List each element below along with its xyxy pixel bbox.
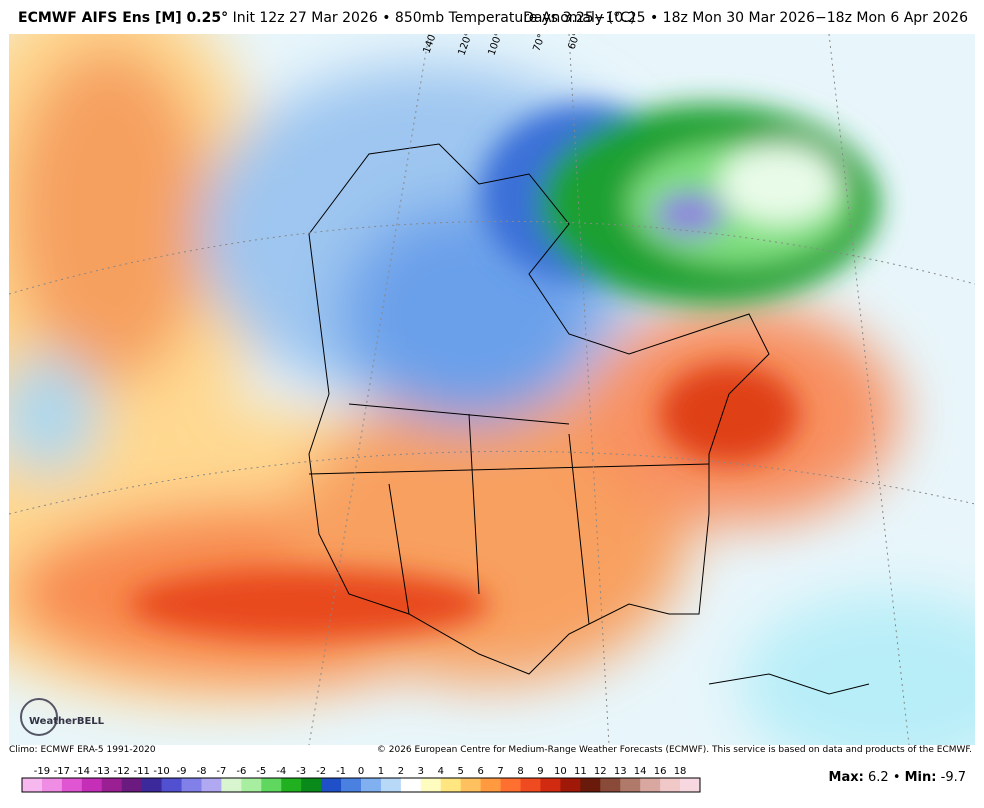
min-value: -9.7 xyxy=(940,770,966,785)
colorbar-label: 9 xyxy=(537,766,543,777)
colorbar-label: 0 xyxy=(358,766,364,777)
colorbar-border xyxy=(21,777,701,793)
colorbar-label: -14 xyxy=(74,766,90,777)
colorbar-label: -2 xyxy=(316,766,326,777)
colorbar-cell xyxy=(600,778,621,792)
colorbar-cell xyxy=(520,778,541,792)
colorbar-cell xyxy=(141,778,163,792)
colorbar-label: 1 xyxy=(378,766,384,777)
colorbar-cell xyxy=(380,778,402,792)
separator: • xyxy=(892,770,901,785)
colorbar-cell xyxy=(420,778,442,792)
colorbar-label: 11 xyxy=(574,766,587,777)
colorbar-label: 10 xyxy=(554,766,567,777)
climo-note: Climo: ECMWF ERA-5 1991-2020 xyxy=(9,745,156,755)
colorbar-cell xyxy=(201,778,222,792)
colorbar-cell xyxy=(400,778,422,792)
logo: WeatherBELL xyxy=(29,716,105,727)
colorbar-label: -17 xyxy=(54,766,70,777)
colorbar-label: 16 xyxy=(654,766,667,777)
colorbar-label: 2 xyxy=(398,766,404,777)
colorbar-label: 8 xyxy=(517,766,523,777)
colorbar-cell xyxy=(440,778,462,792)
colorbar-label: -9 xyxy=(177,766,187,777)
title: ECMWF AIFS Ens [M] 0.25° xyxy=(18,10,229,26)
colorbar-label: 4 xyxy=(438,766,444,777)
colorbar-label: 14 xyxy=(634,766,647,777)
colorbar-cell xyxy=(261,778,282,792)
colorbar-cell xyxy=(221,778,242,792)
colorbar-label: -4 xyxy=(276,766,286,777)
colorbar-label: -5 xyxy=(256,766,266,777)
colorbar-cell xyxy=(460,778,482,792)
colorbar-label: -3 xyxy=(296,766,306,777)
colorbar: -19 -17 -14 -13 -12 -11 -10 -9 -8 -7 -6 -5 -4 -3 -2 -1 0… xyxy=(21,766,701,793)
colorbar-cell xyxy=(61,778,83,792)
colorbar-label: 7 xyxy=(497,766,503,777)
colorbar-label: 5 xyxy=(458,766,464,777)
copyright: © 2026 European Centre for Medium-Range … xyxy=(376,745,972,755)
colorbar-label: -11 xyxy=(133,766,149,777)
colorbar-label: 3 xyxy=(418,766,424,777)
colorbar-label: 6 xyxy=(477,766,483,777)
colorbar-cell xyxy=(22,778,43,792)
colorbar-label: 18 xyxy=(674,766,687,777)
colorbar-cell xyxy=(620,778,641,792)
colorbar-cell xyxy=(241,778,262,792)
colorbar-cell xyxy=(361,778,382,792)
colorbar-cell xyxy=(341,778,362,792)
colorbar-cell xyxy=(181,778,202,792)
colorbar-label: 12 xyxy=(594,766,607,777)
subtitle: Init 12z 27 Mar 2026 • 850mb Temperature… xyxy=(232,10,636,26)
colorbar-label: 13 xyxy=(614,766,627,777)
colorbar-cell xyxy=(680,778,701,792)
logo-ring xyxy=(20,698,58,736)
colorbar-cell xyxy=(580,778,601,792)
min-label: Min: xyxy=(904,770,937,785)
colorbar-label: -1 xyxy=(336,766,346,777)
colorbar-label: -8 xyxy=(196,766,206,777)
stats: Max: 6.2 • Min: -9.7 xyxy=(829,770,966,785)
max-value: 6.2 xyxy=(867,770,889,785)
colorbar-cell xyxy=(161,778,183,792)
colorbar-label: -13 xyxy=(94,766,110,777)
colorbar-cell xyxy=(121,778,143,792)
colorbar-label: -7 xyxy=(216,766,226,777)
colorbar-cell xyxy=(560,778,581,792)
colorbar-cell xyxy=(640,778,661,792)
colorbar-cell xyxy=(500,778,522,792)
colorbar-label: -6 xyxy=(236,766,246,777)
colorbar-cell xyxy=(480,778,502,792)
colorbar-label: -12 xyxy=(114,766,130,777)
header: ECMWF AIFS Ens [M] 0.25° Init 12z 27 Mar… xyxy=(18,10,635,26)
colorbar-cell xyxy=(101,778,123,792)
colorbar-cell xyxy=(301,778,322,792)
colorbar-cell xyxy=(660,778,681,792)
colorbar-cell xyxy=(41,778,63,792)
period: Days 3.25−10.25 • 18z Mon 30 Mar 2026−18… xyxy=(523,10,968,26)
colorbar-label: -10 xyxy=(153,766,169,777)
max-label: Max: xyxy=(828,770,864,785)
colorbar-cell xyxy=(540,778,561,792)
colorbar-label: -19 xyxy=(34,766,50,777)
colorbar-cell xyxy=(281,778,302,792)
colorbar-cell xyxy=(81,778,103,792)
colorbar-cell xyxy=(321,778,342,792)
